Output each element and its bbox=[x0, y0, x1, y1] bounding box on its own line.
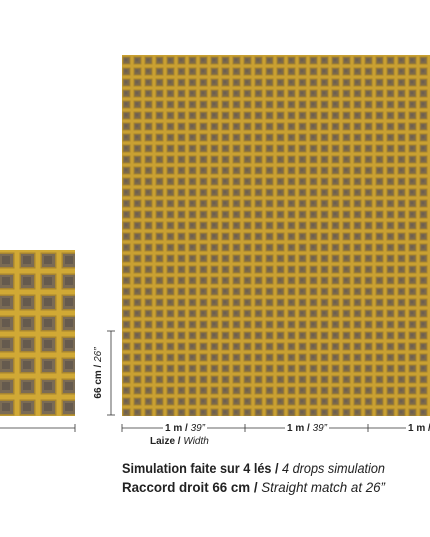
swatch-detail bbox=[0, 250, 75, 416]
width-measure: 1 m / 39” bbox=[408, 423, 430, 434]
caption-fr: Simulation faite sur 4 lés / bbox=[122, 460, 279, 476]
label-bg bbox=[285, 423, 329, 434]
label-bg bbox=[406, 423, 430, 434]
width-metric: 1 m / bbox=[408, 423, 430, 434]
height-label: 66 cm / 26” bbox=[93, 347, 104, 399]
label-bg bbox=[163, 423, 207, 434]
height-imperial: 26” bbox=[93, 347, 104, 363]
caption-line: Simulation faite sur 4 lés / 4 drops sim… bbox=[122, 460, 385, 476]
width-metric: 1 m / bbox=[165, 423, 188, 434]
caption-en: Straight match at 26” bbox=[261, 479, 386, 495]
width-metric: 1 m / bbox=[287, 423, 310, 434]
width-caption: Laize / Width bbox=[150, 436, 209, 447]
wallpaper-panel bbox=[122, 55, 430, 416]
height-metric: 66 cm / bbox=[93, 364, 104, 398]
width-measure: 1 m / 39” bbox=[287, 423, 328, 434]
width-fr: Laize / bbox=[150, 436, 181, 447]
width-measure: 1 m / 39” bbox=[165, 423, 206, 434]
width-en: Width bbox=[183, 436, 209, 447]
caption-fr: Raccord droit 66 cm / bbox=[122, 479, 258, 495]
caption-en: 4 drops simulation bbox=[282, 460, 385, 476]
width-imperial: 39” bbox=[313, 423, 328, 434]
width-imperial: 39” bbox=[191, 423, 206, 434]
caption-line: Raccord droit 66 cm / Straight match at … bbox=[122, 479, 386, 495]
